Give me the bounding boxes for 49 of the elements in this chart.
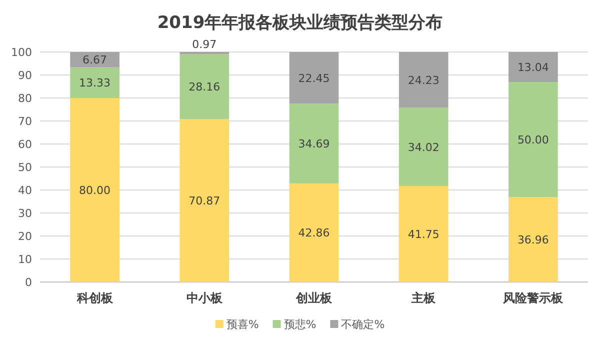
- bar: [398, 186, 448, 282]
- bar: [289, 183, 339, 282]
- data-label: 0.97: [192, 38, 217, 51]
- data-label: 34.69: [298, 138, 330, 151]
- bar: [70, 67, 120, 98]
- y-tick-label: 100: [11, 46, 32, 59]
- y-tick-label: 50: [18, 161, 32, 174]
- x-tick-label: 风险警示板: [502, 291, 564, 305]
- data-label: 80.00: [79, 184, 111, 197]
- data-label: 13.33: [79, 76, 111, 90]
- y-tick-label: 40: [18, 184, 32, 197]
- x-tick-label: 科创板: [76, 291, 114, 305]
- bar: [289, 104, 339, 184]
- legend-label: 预悲%: [284, 318, 316, 331]
- data-label: 70.87: [188, 194, 220, 208]
- x-tick-label: 主板: [410, 291, 437, 305]
- y-tick-label: 30: [18, 207, 32, 220]
- bar: [398, 52, 448, 108]
- chart-title: 2019年年报各板块业绩预告类型分布: [157, 13, 443, 33]
- y-tick-label: 60: [18, 138, 32, 151]
- x-tick-label: 创业板: [295, 291, 333, 305]
- data-label: 50.00: [517, 133, 549, 146]
- bar: [508, 52, 558, 82]
- data-label: 22.45: [298, 72, 330, 85]
- data-label: 41.75: [408, 228, 440, 241]
- bar: [508, 196, 558, 282]
- bar: [180, 54, 230, 119]
- y-tick-label: 70: [18, 115, 32, 128]
- data-label: 24.23: [408, 74, 440, 87]
- y-tick-label: 20: [18, 230, 32, 243]
- legend-label: 不确定%: [341, 318, 385, 331]
- y-tick-label: 80: [18, 92, 32, 105]
- bar: [70, 98, 120, 282]
- legend-label: 预喜%: [226, 318, 259, 331]
- y-tick-label: 0: [25, 276, 32, 289]
- y-tick-label: 10: [18, 253, 32, 266]
- data-label: 36.96: [517, 233, 549, 246]
- data-label: 13.04: [517, 60, 549, 74]
- bar: [398, 108, 448, 186]
- bar: [180, 119, 230, 282]
- data-label: 42.86: [298, 226, 330, 240]
- data-label: 28.16: [188, 80, 220, 94]
- bar: [70, 52, 120, 68]
- data-label: 34.02: [408, 140, 440, 154]
- bar: [289, 52, 339, 104]
- data-label: 6.67: [82, 54, 108, 67]
- x-tick-label: 中小板: [186, 291, 224, 305]
- y-tick-label: 90: [18, 69, 32, 82]
- bar: [508, 82, 558, 197]
